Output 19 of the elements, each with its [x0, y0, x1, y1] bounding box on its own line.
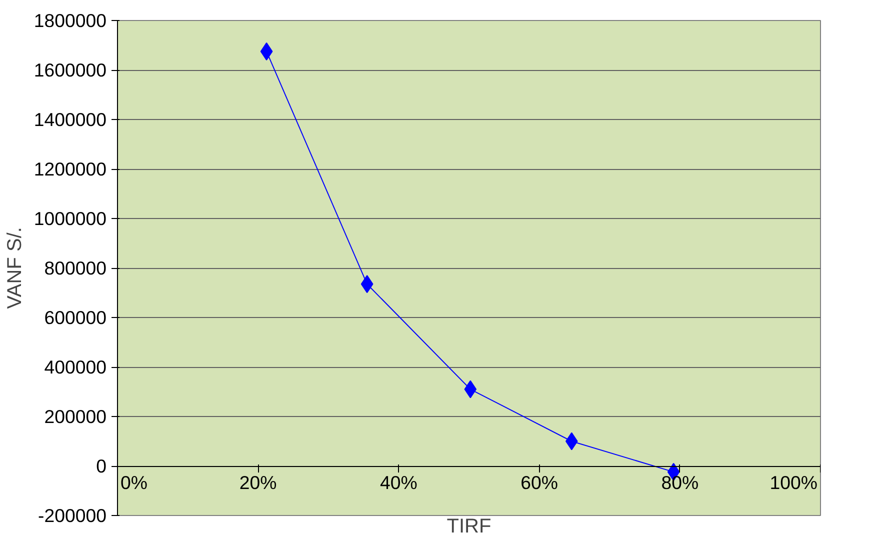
y-tick-label: 800000: [44, 258, 107, 278]
x-tick-label: 0%: [120, 472, 148, 493]
x-tick-label: 40%: [380, 472, 418, 493]
y-tick-label: 1600000: [34, 60, 107, 80]
x-tick-label: 100%: [770, 472, 818, 493]
y-tick-label: 1000000: [34, 208, 107, 229]
x-tick-label: 80%: [661, 472, 699, 493]
y-tick-label: 400000: [44, 356, 107, 378]
y-tick-label: 200000: [44, 406, 107, 427]
y-tick-label: -200000: [38, 505, 106, 526]
x-tick-label: 60%: [520, 472, 558, 493]
y-tick-label: 1400000: [34, 109, 107, 130]
y-tick-label: 1800000: [34, 10, 107, 31]
y-tick-label: 0: [96, 456, 107, 476]
x-axis-title: TIRF: [446, 516, 492, 538]
x-tick-label: 20%: [239, 472, 277, 493]
y-tick-label: 1200000: [34, 158, 107, 180]
y-tick-label: 600000: [44, 307, 107, 328]
y-axis-title: VANF S/.: [4, 227, 26, 309]
